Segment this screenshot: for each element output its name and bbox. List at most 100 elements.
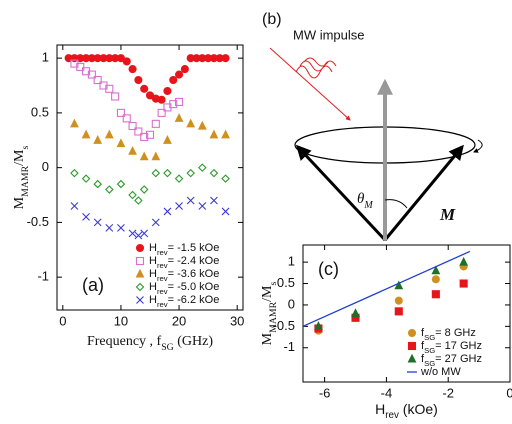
legend-label-part: = 17 GHz [435, 340, 482, 352]
legend-label-part: rev [157, 300, 168, 309]
point [209, 168, 219, 178]
legend-label-part: H [149, 294, 157, 306]
point [104, 129, 114, 139]
point [198, 163, 207, 172]
legend-label-part: rev [157, 248, 168, 257]
point [221, 54, 230, 63]
point [116, 138, 126, 148]
legend-swatch [407, 353, 417, 363]
impulse-arrow [269, 47, 351, 121]
y-tick-label: 0 [42, 159, 49, 174]
y-axis-label: MMAMR/Ms [12, 145, 31, 209]
impulse-wave [295, 57, 337, 79]
x-axis-label-part: rev [385, 410, 399, 421]
y-tick-label: -1 [37, 269, 49, 284]
point [459, 279, 468, 288]
legend-label: fSG= 17 GHz [421, 340, 482, 355]
legend-swatch [135, 268, 145, 278]
vector-label: M [439, 205, 456, 224]
legend-label-part: = -2.4 kOe [168, 255, 220, 267]
diagram-b: (b) MW impulse θM M [262, 11, 483, 242]
y-tick-label: 0 [288, 296, 295, 311]
point [174, 113, 184, 122]
x-axis-label: Hrev (kOe) [375, 401, 438, 421]
point [157, 108, 166, 117]
y-axis-label-part: /M [12, 149, 27, 166]
y-axis-label-part: M [260, 332, 275, 345]
legend-label-part: = -1.5 kOe [168, 242, 220, 254]
point [82, 213, 90, 221]
point [394, 280, 404, 290]
point [105, 84, 114, 93]
point [163, 86, 172, 96]
point [197, 120, 207, 130]
point [459, 256, 469, 266]
panel-label: (b) [262, 11, 282, 28]
y-axis-label-part: /M [260, 285, 275, 302]
legend-label-part: f [421, 340, 425, 352]
point [198, 202, 207, 210]
line [302, 250, 471, 327]
point [151, 151, 161, 161]
legend-label-part: H [149, 242, 157, 254]
point [128, 145, 137, 155]
point [163, 135, 172, 144]
point [93, 75, 102, 85]
legend-label-part: rev [157, 261, 168, 270]
point [351, 308, 360, 318]
legend-label-part: SG [424, 333, 435, 342]
point [180, 65, 189, 74]
point [151, 168, 161, 178]
legend-swatch [135, 256, 145, 266]
y-axis-label-part: MAMR [268, 301, 279, 332]
point [122, 114, 131, 123]
x-tick-label: 30 [230, 313, 244, 328]
point [140, 229, 149, 238]
point [93, 218, 102, 227]
point [175, 70, 184, 79]
point [128, 65, 137, 74]
point [431, 265, 441, 275]
point [70, 118, 79, 128]
point [151, 218, 160, 227]
point [394, 307, 403, 316]
point [431, 275, 440, 284]
y-axis-label-part: s [268, 281, 279, 285]
legend-label: Hrev= -5.0 kOe [149, 281, 219, 296]
point [140, 132, 149, 142]
point [87, 70, 96, 79]
legend-label: Hrev= -1.5 kOe [149, 242, 219, 257]
y-axis-label: MMAMR/Ms [260, 281, 279, 345]
point [186, 168, 195, 178]
legend-label-part: SG [424, 359, 435, 368]
y-tick-label: -0.5 [273, 318, 295, 333]
point [139, 151, 149, 161]
point [175, 97, 184, 106]
legend-label-part: rev [157, 287, 168, 296]
point [151, 119, 160, 128]
plot-frame [56, 44, 244, 311]
legend-swatch [407, 328, 417, 338]
point [134, 196, 143, 205]
legend-label-part: H [149, 268, 157, 280]
point [134, 75, 143, 85]
point [111, 92, 120, 101]
legend-label-part: w/o MW [420, 366, 461, 378]
legend-swatch [135, 243, 145, 253]
impulse-label: MW impulse [293, 27, 365, 42]
point [128, 229, 137, 238]
point [221, 129, 230, 139]
point [105, 223, 114, 232]
x-tick-label: 0 [506, 385, 512, 400]
x-tick-label: -2 [442, 385, 454, 400]
point [157, 95, 166, 104]
legend-label: fSG= 27 GHz [421, 353, 482, 368]
point [210, 196, 218, 205]
legend-label-part: = 27 GHz [435, 353, 482, 365]
panel-label: (c) [318, 259, 339, 279]
legend-label-part: = -6.2 kOe [168, 294, 220, 306]
point [116, 179, 126, 189]
x-tick-label: 10 [114, 313, 128, 328]
legend-label-part: SG [424, 346, 435, 355]
precession-arrow [473, 139, 483, 153]
